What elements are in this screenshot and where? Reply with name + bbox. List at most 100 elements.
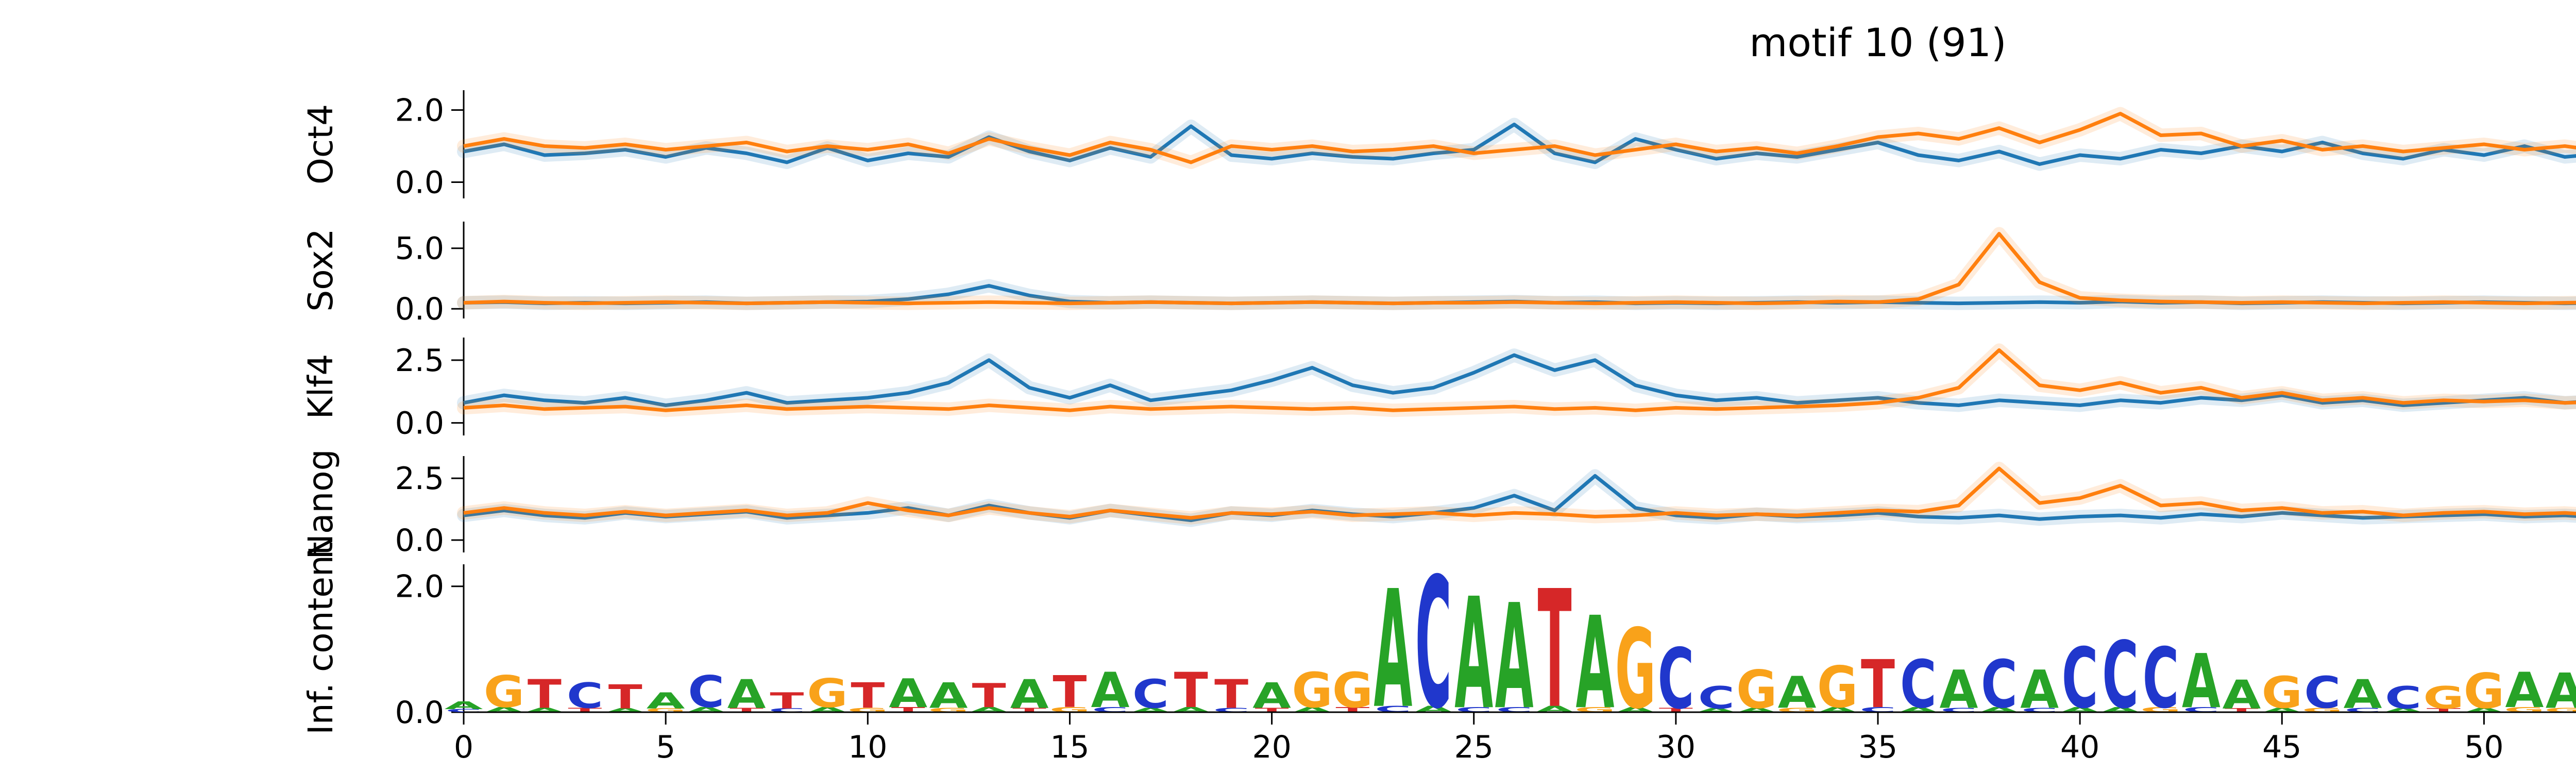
x-tick-label: 20 [1252,729,1291,765]
x-tick-label: 10 [848,729,887,765]
panel-nanog: 0.0 2.5 Nanog [301,449,2576,560]
logo-letter: T [2225,708,2259,714]
logo-letter: T [1053,667,1087,718]
logo-letter: A [2344,671,2382,717]
logo-letter: C [1981,646,2018,723]
y-tick-label: 0.0 [395,695,444,731]
y-tick-label: 0.0 [395,165,444,201]
logo-letter: A [889,670,927,716]
logo-letter: G [2423,680,2464,716]
y-tick-label: 0.0 [395,291,444,327]
panel-oct4: 0.0 2.0 Oct4 [301,90,2576,201]
series-line [463,112,2576,164]
logo-letter: T [851,675,885,716]
logo-letter: C [567,675,603,716]
logo-letter: A [1091,663,1129,719]
logo-letter: C [2062,631,2098,727]
logo-letter: A [929,675,968,716]
logo-letter: A [1778,668,1817,718]
logo-letter: C [1900,646,1937,723]
panel-ylabel: Nanog [301,449,341,560]
x-tick-label: 45 [2262,729,2301,765]
logo-letter: C [1698,680,1735,716]
logo-letter: A [2546,664,2576,719]
series-line [463,232,2576,306]
x-tick-label: 0 [454,729,473,765]
logo-letter: A [2182,638,2221,725]
logo-letter: T [528,671,562,717]
panel-ylabel: Oct4 [301,104,341,184]
logo-letter: A [727,671,766,717]
y-tick-label: 5.0 [395,231,444,267]
logo-letter: T [770,688,804,714]
y-tick-label: 2.5 [395,461,444,497]
logo-letter: G [807,670,848,716]
logo-letter: A [647,688,685,714]
panel-ylabel: Klf4 [301,354,341,419]
logo-letter: C [2143,631,2179,727]
logo-letter: C [446,708,482,713]
logo-letter: A [2020,660,2059,720]
x-tick-label: 30 [1656,729,1696,765]
logo-letter: A [1374,556,1412,744]
panel-ylabel: Inf. content [301,542,341,734]
logo-letter: G [2464,664,2504,719]
logo-letter: C [1415,540,1452,749]
y-tick-label: 2.5 [395,343,444,379]
logo-letter: T [608,678,642,717]
series-band [457,227,2576,310]
panel-sox2: 0.0 5.0 Sox2 [301,222,2576,327]
y-tick-label: 2.0 [395,569,444,605]
logo-letter: A [1939,660,1978,720]
logo-letter: G [1292,663,1332,719]
logo-letter: A [2222,672,2261,718]
logo-letter: C [769,708,805,714]
logo-letter: C [2102,622,2139,729]
series-line [463,466,2576,520]
figure-title: motif 10 (91) [1749,20,2007,65]
logo-letter: A [1576,591,1615,738]
x-tick-label: 5 [656,729,675,765]
x-tick-label: 50 [2464,729,2503,765]
logo-letter: A [1697,708,1736,714]
x-tick-label: 35 [1858,729,1897,765]
logo-letter: G [2262,668,2302,718]
logo-letter: T [1861,646,1895,723]
x-tick-label: 25 [1454,729,1494,765]
panel-ylabel: Sox2 [301,228,341,311]
logo-letter: T [972,677,1006,715]
logo-letter: A [2384,708,2422,714]
logo-letter: G [1817,655,1858,721]
logo-letter: G [1736,660,1777,720]
panel-klf4: 0.0 2.5 Klf4 [301,338,2576,442]
series-line [463,123,2576,166]
logo-letter: A [1010,671,1049,717]
x-tick-label: 40 [2060,729,2099,765]
series-line [463,353,2576,407]
logo-letter: G [645,708,686,714]
logo-letter: T [2427,708,2461,714]
logo-letter: T [1538,556,1572,744]
logo-letter: C [688,667,724,718]
logo-letter: C [1132,671,1169,717]
y-tick-label: 2.0 [395,93,444,129]
y-tick-label: 0.0 [395,406,444,442]
x-tick-label: 15 [1050,729,1089,765]
logo-letter: C [2385,680,2421,716]
logo-letter: A [606,708,645,714]
logo-letter: C [2304,668,2341,718]
logo-letter: T [1214,671,1248,717]
y-tick-label: 0.0 [395,523,444,559]
logo-letter: A [2505,663,2544,719]
logo-letter: A [445,699,483,712]
logo-letter: T [1174,663,1208,719]
logo-letter: G [1615,606,1656,733]
series-line [463,348,2576,412]
logo-letter: A [1495,574,1534,742]
logo-letter: G [484,667,524,718]
logo-letter: A [1252,675,1291,716]
